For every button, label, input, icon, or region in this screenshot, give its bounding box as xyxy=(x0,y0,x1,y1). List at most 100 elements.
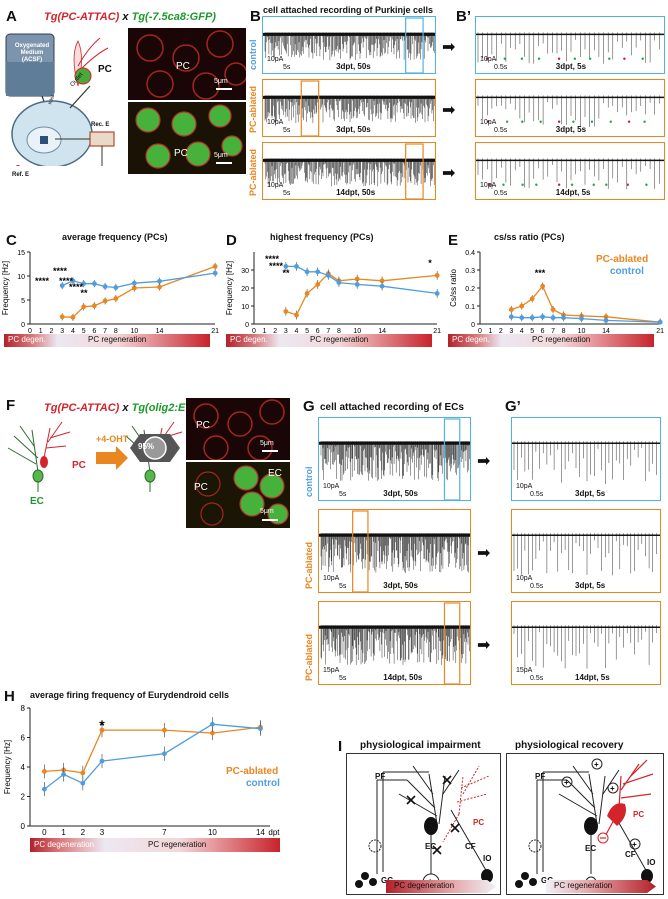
y-axis-label: Frequency [Hz] xyxy=(225,261,234,315)
ec-cell xyxy=(424,817,438,835)
trace-overview: 10pA 5s 14dpt, 50s xyxy=(262,142,436,200)
io-label: IO xyxy=(647,858,656,867)
spike-marker xyxy=(608,57,611,60)
panel-d-title: highest frequency (PCs) xyxy=(270,232,374,242)
y-tick-label: 0 xyxy=(21,822,26,831)
medium-label: Oxygenated Medium (ACSF) xyxy=(14,43,50,63)
timeline-regen-label: PC regeneration xyxy=(310,335,369,344)
trace-signal xyxy=(263,17,435,73)
spike-marker xyxy=(521,183,524,186)
panel-i-right-title: physiological recovery xyxy=(515,740,624,751)
scale-time-label: 0.5s xyxy=(494,190,508,197)
duration-label: 3dpt, 50s xyxy=(336,125,371,134)
treatment-label: +4-OHT xyxy=(96,434,129,444)
spike-marker xyxy=(572,120,575,123)
trace-zoom: 10pA 0.5s 3dpt, 5s xyxy=(511,509,661,593)
pf-label: PF xyxy=(535,772,546,781)
x-tick-label: 8 xyxy=(562,328,566,335)
significance-mark: **** xyxy=(69,282,84,292)
cross-symbol: x xyxy=(122,402,129,414)
panel-b-title: cell attached recording of Purkinje cell… xyxy=(263,5,434,15)
y-tick-label: 6 xyxy=(21,734,26,743)
x-tick-label: 0 xyxy=(478,328,482,335)
scale-bar-label-2: 5μm xyxy=(214,152,228,159)
trace-signal xyxy=(512,625,660,669)
panel-i-label: I xyxy=(338,738,343,755)
y-tick-label: 0.1 xyxy=(465,304,475,311)
condition-label: control xyxy=(248,39,258,71)
scale-bar-label-2: 5μm xyxy=(260,508,274,515)
scale-bar xyxy=(216,88,232,90)
timeline-degen-label: PC degen. xyxy=(452,335,490,344)
spike-marker xyxy=(645,183,648,186)
spike-marker xyxy=(557,57,561,60)
arrow-icon: ➡ xyxy=(442,165,456,182)
x-tick-label: 14 xyxy=(378,328,386,335)
y-tick-label: 15 xyxy=(17,250,25,257)
ec-label-f: EC xyxy=(30,496,44,507)
pc-label-i: PC xyxy=(633,810,645,819)
scale-pa-label: 15pA xyxy=(516,667,533,674)
condition-label: PC-ablated xyxy=(248,148,258,196)
x-tick-label: 1 xyxy=(61,828,66,837)
pc-label-i: PC xyxy=(473,818,485,827)
data-point xyxy=(508,307,514,312)
timeline-bar-d: PC degen. PC regeneration xyxy=(226,334,432,347)
spike-marker xyxy=(485,57,489,60)
ref-e-label: Ref. E xyxy=(12,172,30,178)
x-tick-label: 1 xyxy=(263,328,267,335)
degeneration-arrow-bar: PC degeneration xyxy=(386,880,496,893)
chart-h: 0 2 4 6 8 0 1 2 3 7 10 14 dpt Frequency [Hz] * xyxy=(3,704,280,837)
data-point xyxy=(354,276,360,282)
data-point xyxy=(603,318,609,323)
spike-marker xyxy=(503,57,506,60)
timeline-bar-e: PC degen. PC regeneration xyxy=(448,334,654,347)
svg-text:+: + xyxy=(594,760,599,769)
data-point xyxy=(162,751,167,757)
scale-time-label: 5s xyxy=(283,190,291,197)
condition-label: PC-ablated xyxy=(304,633,314,681)
impairment-box: + PF PC CF IO EC GC xyxy=(346,753,501,895)
duration-label: 3dpt, 50s xyxy=(383,581,418,590)
data-point xyxy=(379,283,385,289)
panel-g-title: cell attached recording of ECs xyxy=(320,402,464,413)
data-point xyxy=(379,278,385,284)
scale-bar-label: 5μm xyxy=(260,440,274,447)
y-tick-label: 30 xyxy=(241,268,249,275)
spike-marker xyxy=(570,183,574,186)
spike-marker xyxy=(537,57,541,60)
trace-overview: 10pA 5s 3dpt, 50s xyxy=(318,417,471,501)
data-point xyxy=(529,315,535,321)
micrograph-f-merge: PC EC 5μm xyxy=(186,462,290,528)
trace-zoom: 10pA 0.5s 3dpt, 5s xyxy=(511,417,661,501)
data-point xyxy=(162,727,167,733)
condition-label: PC-ablated xyxy=(304,541,314,589)
micrograph-pc-label-2: PC xyxy=(174,148,188,159)
data-point xyxy=(42,769,47,774)
data-point xyxy=(113,285,119,290)
data-point xyxy=(210,721,215,727)
data-point xyxy=(304,269,310,275)
zoom-window-highlight xyxy=(443,602,461,684)
y-tick-label: 0 xyxy=(21,322,25,329)
data-point xyxy=(294,312,299,318)
data-point xyxy=(212,270,218,276)
data-point xyxy=(529,296,535,302)
ec-cell xyxy=(584,817,598,835)
panel-f-label: F xyxy=(6,397,16,414)
data-point xyxy=(294,264,299,269)
spike-marker xyxy=(627,120,631,123)
y-tick-label: 10 xyxy=(241,304,249,311)
y-tick-label: 0.4 xyxy=(465,250,475,257)
data-point xyxy=(59,283,65,288)
scale-pa-label: 10pA xyxy=(480,119,497,126)
trace-signal xyxy=(263,80,435,136)
duration-label: 14dpt, 5s xyxy=(575,673,610,682)
spike-marker xyxy=(626,183,629,186)
data-point xyxy=(70,314,76,320)
micrograph-pc-label: PC xyxy=(196,420,210,431)
recovery-box: + + + + + PF PC CF IO EC GC xyxy=(506,753,664,895)
x-tick-label: 0 xyxy=(252,328,256,335)
x-tick-label: 6 xyxy=(316,328,320,335)
series-line-1 xyxy=(44,723,261,790)
